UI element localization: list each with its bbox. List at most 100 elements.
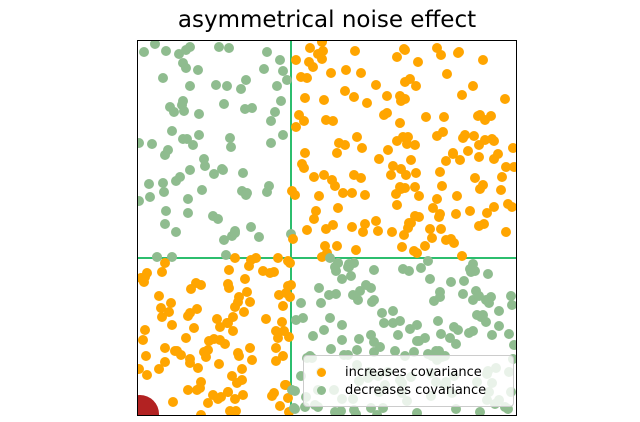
scatter-point — [472, 111, 483, 122]
scatter-point — [471, 310, 482, 321]
scatter-point — [394, 118, 405, 129]
scatter-point — [321, 224, 332, 235]
scatter-point — [377, 308, 388, 319]
scatter-point — [159, 356, 170, 367]
scatter-point — [178, 105, 189, 116]
scatter-point — [366, 282, 377, 293]
scatter-point — [330, 180, 341, 191]
scatter-point — [434, 166, 445, 177]
scatter-point — [282, 256, 293, 267]
scatter-point — [275, 55, 286, 66]
scatter-point — [159, 150, 170, 161]
scatter-point — [395, 183, 406, 194]
scatter-point — [362, 97, 373, 108]
scatter-point — [225, 142, 236, 153]
scatter-point — [166, 251, 177, 262]
scatter-point — [401, 139, 412, 150]
scatter-point — [457, 132, 468, 143]
scatter-point — [161, 205, 172, 216]
scatter-point — [214, 41, 225, 52]
scatter-point — [373, 154, 384, 165]
scatter-point — [399, 44, 410, 55]
scatter-point — [239, 103, 250, 114]
scatter-point — [451, 209, 462, 220]
scatter-point — [305, 43, 316, 54]
scatter-point — [182, 311, 193, 322]
scatter-point — [411, 80, 422, 91]
scatter-point — [280, 288, 291, 299]
scatter-point — [330, 262, 341, 273]
scatter-point — [138, 364, 144, 375]
scatter-point — [332, 148, 343, 159]
scatter-point — [165, 101, 176, 112]
scatter-point — [241, 286, 252, 297]
scatter-point — [328, 219, 339, 230]
scatter-point — [173, 49, 184, 60]
scatter-point — [409, 245, 420, 256]
scatter-point — [223, 387, 234, 398]
scatter-point — [272, 252, 283, 263]
scatter-point — [331, 289, 342, 300]
scatter-point — [159, 258, 170, 269]
scatter-point — [276, 96, 287, 107]
scatter-point — [223, 317, 234, 328]
scatter-point — [308, 172, 319, 183]
scatter-point — [413, 56, 424, 67]
scatter-point — [308, 62, 319, 73]
scatter-point — [378, 317, 389, 328]
scatter-point — [177, 95, 188, 106]
scatter-point — [282, 281, 293, 292]
scatter-point — [291, 122, 302, 133]
scatter-point — [224, 264, 235, 275]
scatter-point — [271, 356, 282, 367]
scatter-point — [403, 265, 414, 276]
scatter-point — [313, 191, 324, 202]
scatter-point — [353, 294, 364, 305]
scatter-point — [202, 397, 213, 408]
scatter-point — [501, 226, 512, 237]
scatter-point — [454, 155, 465, 166]
scatter-point — [507, 202, 516, 213]
scatter-point — [167, 397, 178, 408]
scatter-point — [277, 351, 288, 362]
scatter-point — [480, 317, 491, 328]
scatter-point — [150, 41, 161, 50]
scatter-point — [181, 333, 192, 344]
scatter-point — [277, 316, 288, 327]
scatter-point — [501, 161, 512, 172]
scatter-point — [459, 276, 469, 287]
scatter-point — [167, 320, 178, 331]
scatter-point — [347, 221, 358, 232]
scatter-point — [395, 90, 406, 101]
scatter-point — [391, 199, 402, 210]
scatter-point — [183, 207, 194, 218]
scatter-point — [308, 330, 319, 341]
scatter-point — [408, 347, 419, 358]
scatter-point — [396, 164, 407, 175]
scatter-point — [394, 315, 405, 326]
scatter-point — [259, 64, 270, 75]
scatter-point — [370, 215, 381, 226]
scatter-point — [208, 390, 219, 401]
scatter-point — [477, 180, 488, 191]
scatter-point — [474, 221, 485, 232]
scatter-point — [219, 234, 230, 245]
scatter-point — [464, 206, 475, 217]
scatter-point — [271, 326, 282, 337]
scatter-point — [330, 406, 341, 415]
scatter-point — [190, 278, 201, 289]
scatter-point — [359, 190, 370, 201]
scatter-point — [302, 224, 313, 235]
scatter-point — [392, 51, 403, 62]
scatter-point — [458, 289, 469, 299]
scatter-point — [184, 165, 195, 176]
scatter-point — [238, 168, 249, 179]
scatter-point — [258, 266, 269, 277]
scatter-point — [357, 226, 368, 237]
scatter-point — [473, 291, 484, 302]
scatter-point — [209, 168, 219, 179]
scatter-point — [246, 222, 257, 233]
scatter-point — [184, 354, 195, 365]
scatter-point — [393, 329, 404, 340]
scatter-point — [374, 341, 385, 352]
